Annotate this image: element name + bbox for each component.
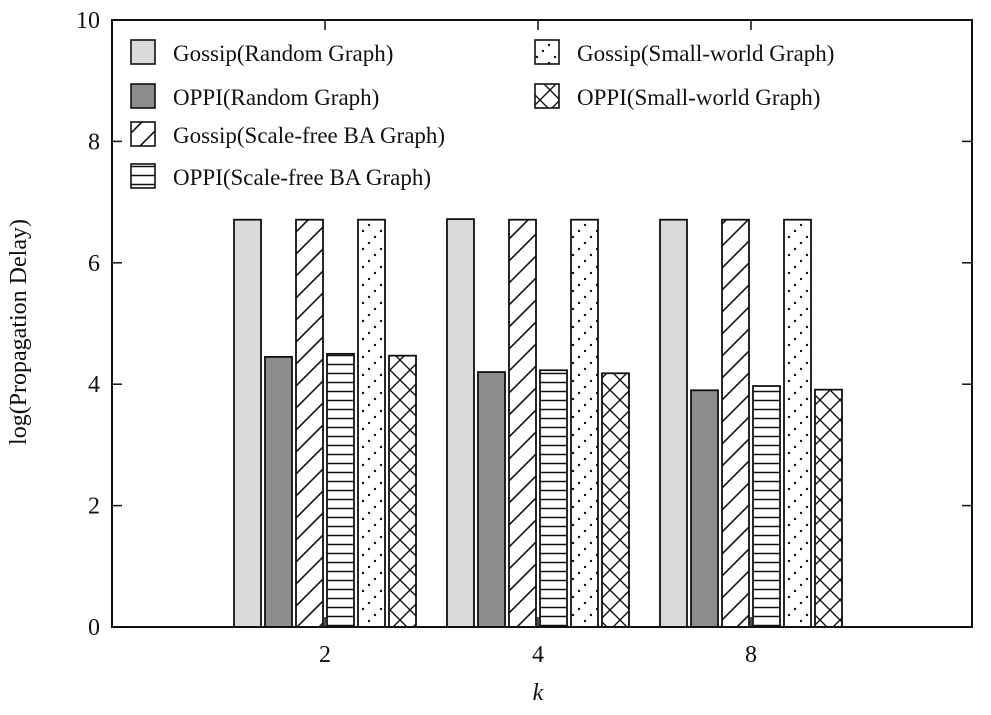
y-tick-label: 4	[88, 372, 100, 398]
y-tick-label: 8	[88, 129, 100, 155]
bar-gossip-scale-free-ba-graph-k4	[508, 218, 537, 628]
bar-gossip-random-graph-k4	[446, 218, 475, 628]
legend-swatch-gossip-small-world-graph	[534, 39, 560, 65]
plot-frame	[111, 19, 973, 628]
x-axis-label: k	[533, 680, 544, 706]
bar-oppi-scale-free-ba-graph-k4	[539, 369, 568, 628]
legend-swatch-oppi-small-world-graph	[534, 83, 560, 109]
bar-gossip-scale-free-ba-graph-k8	[721, 218, 750, 628]
x-tick-label: 2	[319, 642, 331, 668]
bar-gossip-random-graph-k8	[659, 218, 688, 628]
y-axis-ticks: 0 2 4 6 8 10	[76, 8, 972, 641]
bars-group	[233, 218, 843, 628]
legend: Gossip(Random Graph) OPPI(Random Graph) Go…	[130, 39, 834, 190]
bar-gossip-small-world-graph-k8	[783, 218, 812, 628]
legend-label-oppi-scale-free-ba-graph: OPPI(Scale-free BA Graph)	[173, 165, 431, 190]
x-tick-label: 8	[745, 642, 757, 668]
bar-gossip-random-graph-k2	[233, 218, 262, 628]
legend-swatch-oppi-scale-free-ba-graph	[130, 163, 156, 189]
y-tick-label: 10	[76, 8, 100, 34]
y-tick-label: 6	[88, 251, 100, 277]
bar-oppi-small-world-graph-k2	[388, 354, 417, 628]
bar-oppi-small-world-graph-k8	[814, 388, 843, 628]
bar-oppi-random-graph-k4	[477, 371, 506, 628]
legend-swatch-gossip-scale-free-ba-graph	[130, 121, 156, 147]
bar-oppi-scale-free-ba-graph-k8	[752, 385, 781, 628]
bar-gossip-small-world-graph-k2	[357, 218, 386, 628]
legend-label-gossip-random-graph: Gossip(Random Graph)	[173, 41, 393, 66]
bar-gossip-small-world-graph-k4	[570, 218, 599, 628]
legend-swatch-gossip-random-graph	[130, 39, 156, 65]
legend-label-oppi-random-graph: OPPI(Random Graph)	[173, 85, 379, 110]
y-tick-label: 0	[88, 615, 100, 641]
bar-oppi-random-graph-k8	[690, 389, 719, 628]
legend-swatch-oppi-random-graph	[130, 83, 156, 109]
bar-oppi-scale-free-ba-graph-k2	[326, 352, 355, 628]
y-axis-label: log(Propagation Delay)	[6, 219, 32, 445]
y-tick-label: 2	[88, 494, 100, 520]
bar-oppi-small-world-graph-k4	[601, 372, 630, 628]
x-tick-label: 4	[532, 642, 544, 668]
bar-oppi-random-graph-k2	[264, 355, 293, 628]
legend-label-gossip-scale-free-ba-graph: Gossip(Scale-free BA Graph)	[173, 123, 445, 148]
bar-gossip-scale-free-ba-graph-k2	[295, 218, 324, 628]
legend-label-gossip-small-world-graph: Gossip(Small-world Graph)	[577, 41, 834, 66]
x-axis-ticks: 2 4 8	[319, 20, 757, 668]
legend-label-oppi-small-world-graph: OPPI(Small-world Graph)	[577, 85, 820, 110]
